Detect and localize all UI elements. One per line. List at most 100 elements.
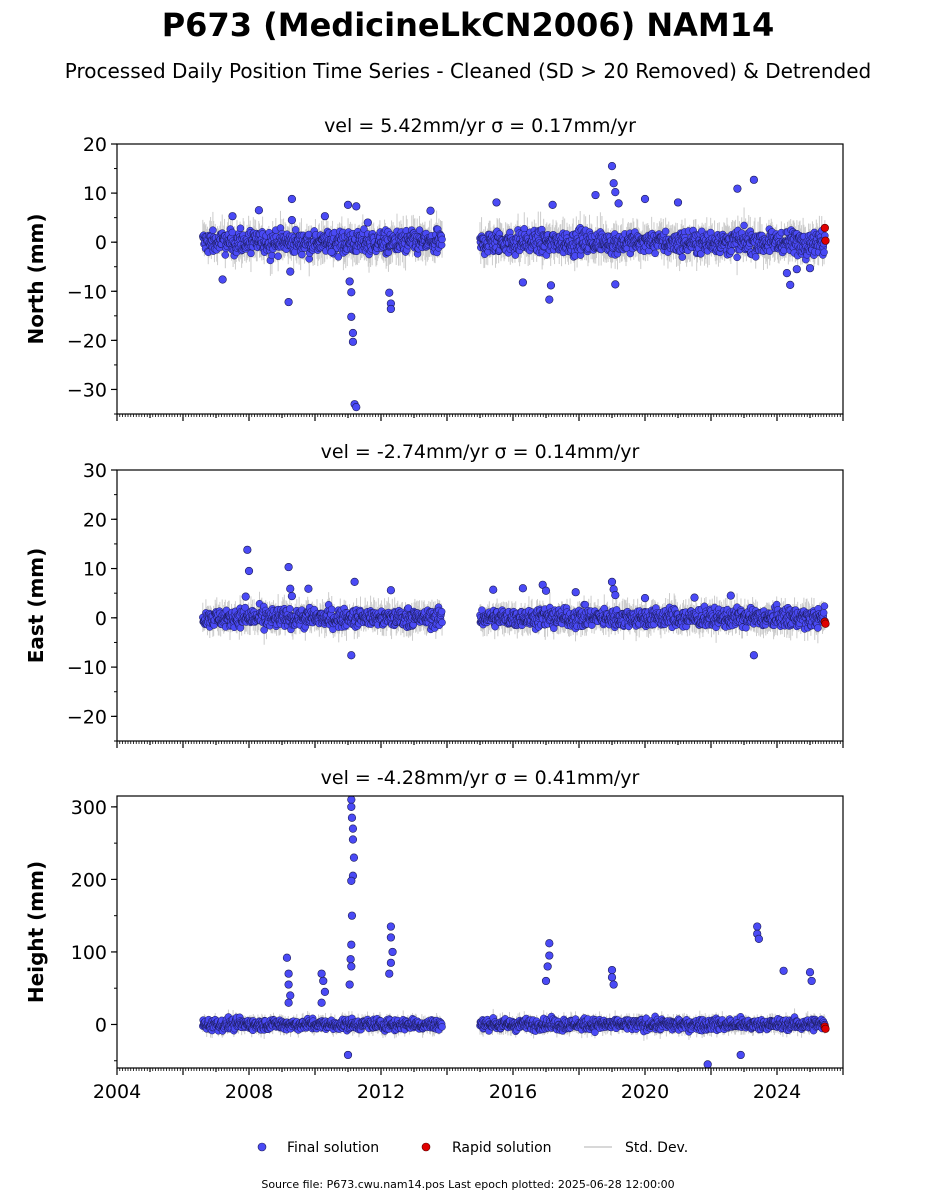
final-solution-point — [284, 297, 293, 307]
final-solution-point — [673, 198, 683, 207]
final-solution-point — [343, 200, 353, 209]
final-solution-point — [241, 603, 249, 612]
final-solution-point — [819, 609, 828, 617]
final-solution-point — [678, 253, 687, 261]
panel-title: vel = 5.42mm/yr σ = 0.17mm/yr — [324, 115, 636, 137]
y-axis-label: North (mm) — [24, 213, 48, 344]
final-solution-outliers — [218, 161, 815, 412]
final-solution-point — [820, 602, 829, 610]
x-ticks — [116, 414, 844, 421]
final-solution-point — [348, 328, 358, 338]
figure-subtitle: Processed Daily Position Time Series - C… — [65, 59, 871, 83]
final-solution-point — [782, 269, 792, 278]
final-solution-point — [607, 161, 617, 171]
final-solution-point — [651, 249, 659, 258]
y-tick-label: 0 — [95, 608, 107, 630]
final-solution-point — [286, 605, 294, 613]
final-solution-point — [426, 206, 435, 215]
figure-title: P673 (MedicineLkCN2006) NAM14 — [162, 6, 775, 44]
final-solution-point — [209, 226, 217, 234]
final-solution-point — [327, 605, 336, 614]
final-solution-point — [640, 194, 650, 204]
final-solution-point — [518, 584, 528, 593]
final-solution-point — [607, 577, 617, 586]
final-solution-point — [492, 198, 501, 207]
final-solution-point — [243, 545, 252, 554]
final-solution-point — [571, 588, 580, 597]
final-solution-point — [287, 194, 297, 204]
final-solution-point — [286, 267, 295, 276]
final-solution-point — [386, 586, 396, 595]
final-solution-point — [298, 250, 306, 259]
final-solution-point — [742, 624, 750, 632]
final-solution-point — [247, 249, 255, 258]
y-tick-label: −30 — [67, 379, 107, 401]
final-solution-point — [518, 278, 528, 287]
final-solution-point — [334, 253, 343, 261]
final-solution-point — [749, 175, 759, 184]
y-tick-label: 10 — [83, 183, 107, 205]
final-solution-point — [385, 288, 394, 297]
final-solution-point — [546, 281, 556, 290]
final-solution-point — [347, 651, 356, 660]
final-solution-point — [284, 562, 293, 572]
final-solution-point — [348, 337, 358, 346]
y-ticks: 30 20 10 0 −10 −20 — [67, 460, 117, 742]
final-solution-point — [541, 586, 551, 595]
y-tick-label: −10 — [67, 657, 107, 679]
final-solution-point — [805, 264, 815, 273]
final-solution-point — [228, 212, 237, 221]
final-solution-cloud — [199, 599, 829, 634]
final-solution-point — [438, 618, 446, 627]
final-solution-point — [221, 251, 230, 259]
final-solution-point — [327, 247, 336, 257]
final-solution-point — [350, 577, 359, 586]
final-solution-point — [733, 184, 742, 193]
y-tick-label: 0 — [95, 232, 107, 254]
final-solution-point — [363, 218, 372, 227]
final-solution-point — [438, 235, 446, 244]
y-axis-label: East (mm) — [24, 548, 48, 664]
final-solution-point — [611, 188, 620, 197]
plot-area — [199, 545, 830, 660]
rapid-solution-point — [821, 236, 830, 245]
y-ticks: 20 10 0 −10 −20 −30 — [67, 134, 117, 415]
rapid-solution-point — [821, 619, 830, 628]
final-solution-point — [286, 584, 295, 593]
final-solution-point — [244, 566, 254, 576]
final-solution-point — [611, 280, 620, 289]
final-solution-point — [437, 607, 446, 616]
panel-title: vel = -2.74mm/yr σ = 0.14mm/yr — [321, 441, 640, 463]
final-solution-point — [792, 265, 801, 274]
final-solution-point — [591, 190, 600, 200]
rapid-solution-series — [820, 223, 830, 245]
panel-1: vel = 5.42mm/yr σ = 0.17mm/yr North (mm) 2… — [24, 115, 844, 421]
final-solution-point — [726, 591, 735, 600]
final-solution-point — [614, 199, 623, 208]
panels: vel = 5.42mm/yr σ = 0.17mm/yr North (mm) 2… — [24, 115, 844, 1103]
rapid-solution-series — [820, 617, 830, 628]
final-solution-point — [640, 594, 650, 603]
final-solution-point — [268, 251, 276, 260]
final-solution-point — [820, 248, 828, 256]
final-solution-point — [611, 591, 620, 600]
final-solution-point — [733, 253, 741, 262]
final-solution-point — [749, 651, 759, 660]
panel-2: vel = -2.74mm/yr σ = 0.14mm/yr East (mm) 3… — [24, 441, 844, 748]
final-solution-point — [345, 277, 354, 286]
final-solution-point — [386, 304, 396, 314]
final-solution-point — [287, 592, 297, 601]
x-ticks — [116, 741, 844, 748]
final-solution-point — [352, 202, 361, 211]
y-tick-label: 30 — [83, 460, 107, 482]
final-solution-point — [751, 253, 760, 261]
final-solution-point — [661, 227, 670, 236]
final-solution-point — [404, 604, 413, 612]
final-solution-point — [360, 225, 368, 233]
final-solution-point — [786, 280, 795, 289]
y-tick-label: 20 — [83, 134, 107, 156]
final-solution-point — [291, 226, 300, 234]
plot-area — [199, 161, 830, 412]
final-solution-point — [415, 226, 424, 234]
